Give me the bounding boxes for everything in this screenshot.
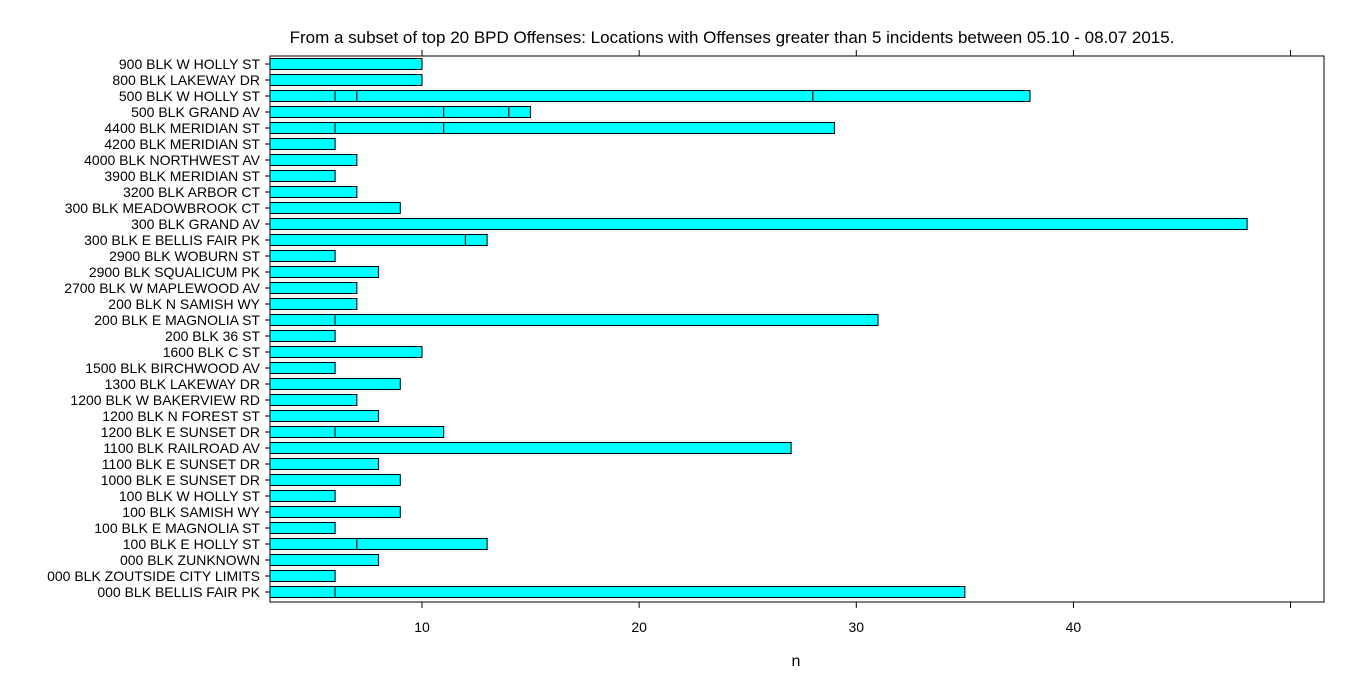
category-label: 200 BLK E MAGNOLIA ST	[94, 312, 260, 328]
bar-segment	[269, 186, 358, 198]
x-tick-label: 30	[848, 619, 864, 635]
bar-segment	[269, 442, 792, 454]
bar-segment	[269, 490, 336, 502]
bar-segment	[269, 282, 358, 294]
bar-segment	[269, 106, 445, 118]
category-label: 3200 BLK ARBOR CT	[123, 184, 260, 200]
category-label: 1100 BLK RAILROAD AV	[103, 440, 260, 456]
bar-segment	[269, 58, 423, 70]
bar-segment	[269, 314, 336, 326]
category-label: 000 BLK ZUNKNOWN	[120, 552, 260, 568]
bar-segment	[812, 90, 1031, 102]
bar-segment	[334, 314, 879, 326]
bar-segment	[508, 106, 532, 118]
bar-segment	[269, 554, 380, 566]
category-label: 4400 BLK MERIDIAN ST	[104, 120, 260, 136]
category-label: 000 BLK BELLIS FAIR PK	[97, 584, 260, 600]
bar-segment	[269, 122, 336, 134]
category-label: 300 BLK E BELLIS FAIR PK	[84, 232, 261, 248]
bar-segment	[464, 234, 488, 246]
bar-segment	[269, 250, 336, 262]
category-label: 1000 BLK E SUNSET DR	[101, 472, 260, 488]
category-label: 000 BLK ZOUTSIDE CITY LIMITS	[47, 568, 260, 584]
category-label: 200 BLK 36 ST	[165, 328, 260, 344]
bar-segment	[269, 266, 380, 278]
category-label: 500 BLK GRAND AV	[131, 104, 261, 120]
category-label: 200 BLK N SAMISH WY	[108, 296, 260, 312]
category-label: 4200 BLK MERIDIAN ST	[104, 136, 260, 152]
category-label: 100 BLK E HOLLY ST	[123, 536, 261, 552]
bar-segment	[269, 218, 1248, 230]
bar-segment	[269, 154, 358, 166]
bar-segment	[334, 586, 966, 598]
bar-segment	[269, 570, 336, 582]
x-tick-label: 10	[414, 619, 430, 635]
category-label: 1100 BLK E SUNSET DR	[102, 456, 260, 472]
bar-segment	[269, 394, 358, 406]
bar-segment	[269, 234, 466, 246]
bar-segment	[269, 362, 336, 374]
bar-segment	[269, 538, 358, 550]
chart-title: From a subset of top 20 BPD Offenses: Lo…	[290, 28, 1175, 47]
category-label: 500 BLK W HOLLY ST	[119, 88, 261, 104]
category-label: 3900 BLK MERIDIAN ST	[104, 168, 260, 184]
bar-segment	[269, 298, 358, 310]
bar-segment	[269, 202, 401, 214]
bar-segment	[269, 586, 336, 598]
category-label: 1200 BLK N FOREST ST	[102, 408, 260, 424]
category-label: 100 BLK W HOLLY ST	[119, 488, 261, 504]
bar-segment	[356, 90, 814, 102]
category-label: 300 BLK MEADOWBROOK CT	[65, 200, 261, 216]
x-tick-label: 40	[1066, 619, 1082, 635]
bar-segment	[269, 474, 401, 486]
category-label: 1500 BLK BIRCHWOOD AV	[85, 360, 260, 376]
bar-segment	[269, 138, 336, 150]
bar-segment	[269, 410, 380, 422]
bar-segment	[356, 538, 488, 550]
bar-segment	[334, 426, 445, 438]
bar-segment	[269, 426, 336, 438]
category-label: 2900 BLK SQUALICUM PK	[89, 264, 261, 280]
plot-frame	[269, 55, 1325, 603]
category-label: 100 BLK SAMISH WY	[122, 504, 260, 520]
category-label: 1200 BLK E SUNSET DR	[101, 424, 260, 440]
category-label: 300 BLK GRAND AV	[131, 216, 261, 232]
category-label: 1200 BLK W BAKERVIEW RD	[70, 392, 260, 408]
category-label: 1300 BLK LAKEWAY DR	[105, 376, 260, 392]
category-label: 2700 BLK W MAPLEWOOD AV	[64, 280, 260, 296]
x-axis-label: n	[792, 653, 801, 670]
bar-segment	[269, 378, 401, 390]
bar-segment	[269, 90, 336, 102]
category-label: 1600 BLK C ST	[163, 344, 261, 360]
category-label: 100 BLK E MAGNOLIA ST	[94, 520, 260, 536]
bar-segment	[269, 170, 336, 182]
bar-segment	[269, 506, 401, 518]
bar-segment	[334, 122, 445, 134]
bar-segment	[269, 330, 336, 342]
category-label: 2900 BLK WOBURN ST	[109, 248, 260, 264]
bar-segment	[269, 74, 423, 86]
bar-segment	[334, 90, 358, 102]
bar-segment	[269, 346, 423, 358]
x-tick-label: 20	[631, 619, 647, 635]
category-label: 800 BLK LAKEWAY DR	[112, 72, 260, 88]
bar-segment	[443, 122, 836, 134]
bar-segment	[269, 522, 336, 534]
category-label: 4000 BLK NORTHWEST AV	[84, 152, 261, 168]
bar-segment	[269, 458, 380, 470]
bar-segment	[443, 106, 510, 118]
category-label: 900 BLK W HOLLY ST	[119, 56, 261, 72]
